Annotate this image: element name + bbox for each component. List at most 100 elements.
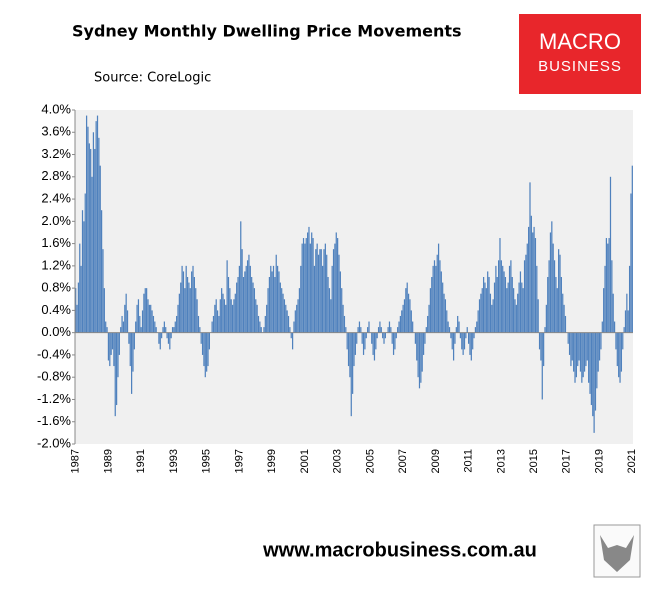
bar	[504, 277, 507, 333]
bar	[98, 137, 100, 333]
bar	[616, 332, 618, 367]
x-tick-label: 2019	[593, 449, 605, 473]
bar	[474, 327, 477, 333]
chart-subtitle: Source: CoreLogic	[94, 71, 211, 86]
bar	[256, 304, 258, 333]
bar	[356, 332, 358, 344]
bar	[166, 332, 168, 339]
bar	[354, 332, 356, 355]
bar	[551, 221, 553, 333]
bar	[618, 332, 620, 378]
bar	[281, 288, 283, 333]
bar	[544, 327, 546, 333]
bar	[522, 288, 524, 333]
bar	[199, 327, 201, 333]
bar	[236, 282, 238, 333]
bar	[613, 321, 616, 333]
bar	[590, 332, 593, 406]
bar	[442, 282, 444, 333]
x-tick-label: 2011	[463, 449, 475, 473]
bar	[218, 315, 220, 333]
x-tick-label: 1991	[135, 449, 147, 473]
bar	[540, 332, 542, 361]
bar	[271, 271, 273, 333]
bar	[161, 332, 163, 339]
x-tick-label: 1995	[201, 449, 213, 473]
bar	[200, 332, 202, 344]
bar	[376, 332, 378, 339]
bar	[601, 321, 603, 333]
bar	[421, 332, 423, 372]
bar	[437, 243, 440, 333]
bar	[207, 332, 209, 367]
bar	[92, 132, 95, 333]
bar	[264, 315, 266, 333]
bar	[252, 282, 254, 333]
bar	[412, 321, 414, 333]
bar	[146, 288, 148, 333]
bar	[397, 327, 399, 333]
bar	[79, 243, 81, 333]
bar	[113, 332, 115, 367]
bar	[346, 332, 348, 350]
bar	[432, 265, 434, 333]
bar	[457, 315, 459, 333]
bar	[500, 260, 502, 333]
bar	[115, 332, 118, 406]
bar	[463, 332, 466, 350]
bar	[241, 249, 243, 333]
bar	[223, 299, 226, 333]
x-tick-label: 2009	[430, 449, 442, 473]
bar	[352, 332, 354, 394]
bar	[283, 299, 286, 333]
bar	[298, 288, 301, 333]
bar	[630, 193, 632, 333]
bar	[607, 243, 609, 333]
bar	[152, 315, 155, 333]
bar	[84, 193, 86, 333]
bar	[493, 282, 496, 333]
bar	[296, 304, 298, 333]
bar	[476, 321, 478, 333]
bar	[244, 271, 246, 333]
wolf-icon	[593, 524, 641, 578]
bar	[300, 265, 302, 333]
bar	[88, 143, 90, 333]
bar	[249, 265, 251, 333]
bar	[612, 293, 614, 333]
bar	[545, 304, 547, 333]
bar	[342, 304, 344, 333]
bar	[450, 332, 452, 339]
bar	[609, 176, 612, 333]
bar	[136, 304, 138, 333]
bar	[600, 332, 602, 350]
bar	[451, 332, 453, 350]
bar	[439, 260, 441, 333]
bar	[523, 260, 526, 333]
bar	[150, 304, 152, 333]
bar	[388, 321, 391, 333]
bar	[148, 304, 150, 333]
bar	[511, 277, 513, 333]
bar	[285, 304, 287, 333]
bar	[163, 321, 165, 333]
bar	[521, 282, 523, 333]
x-tick-label: 2001	[299, 449, 311, 473]
bar	[350, 332, 352, 417]
bar	[443, 293, 445, 333]
bar	[226, 260, 228, 333]
bar	[492, 299, 494, 333]
bar	[482, 277, 485, 333]
bar	[94, 148, 96, 333]
bar	[487, 271, 489, 333]
y-tick-label: 2.0%	[41, 213, 71, 228]
bar	[627, 310, 629, 333]
bar	[118, 332, 120, 355]
bar	[373, 332, 376, 361]
bar	[170, 332, 172, 339]
bar	[361, 332, 363, 344]
bar	[345, 327, 347, 333]
bar	[518, 282, 520, 333]
bar	[553, 260, 556, 333]
bar	[620, 332, 623, 372]
